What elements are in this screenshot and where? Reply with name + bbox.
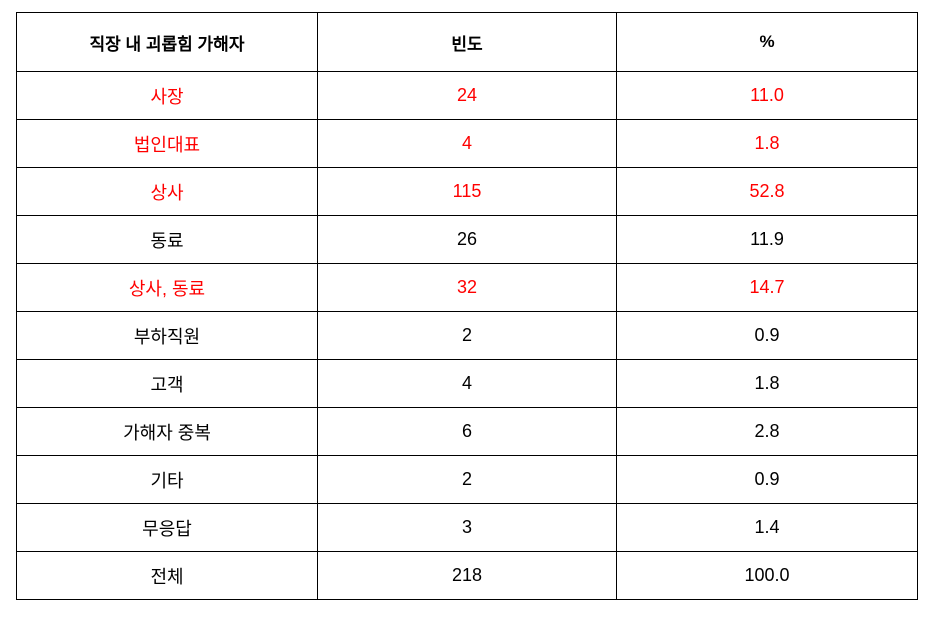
table-cell: 6 [317, 407, 617, 456]
table-cell: 부하직원 [16, 311, 318, 360]
table-cell: 법인대표 [16, 119, 318, 168]
table-row: 전체 218 100.0 [16, 551, 918, 600]
table-row: 고객 4 1.8 [16, 359, 918, 408]
table-cell: 100.0 [616, 551, 918, 600]
table-cell: 동료 [16, 215, 318, 264]
table-cell: 11.0 [616, 71, 918, 120]
table-row: 동료 26 11.9 [16, 215, 918, 264]
table-cell: 3 [317, 503, 617, 552]
table-row: 부하직원 2 0.9 [16, 311, 918, 360]
table-cell: 사장 [16, 71, 318, 120]
table-cell: 2 [317, 311, 617, 360]
table-cell: 24 [317, 71, 617, 120]
table-cell: 4 [317, 359, 617, 408]
table-cell: 2.8 [616, 407, 918, 456]
table-row: 상사, 동료 32 14.7 [16, 263, 918, 312]
header-cell: 빈도 [317, 12, 617, 72]
table-cell: 4 [317, 119, 617, 168]
table-cell: 0.9 [616, 455, 918, 504]
header-row: 직장 내 괴롭힘 가해자 빈도 % [16, 12, 918, 72]
table-cell: 무응답 [16, 503, 318, 552]
table-row: 가해자 중복 6 2.8 [16, 407, 918, 456]
table-cell: 1.8 [616, 359, 918, 408]
table-head: 직장 내 괴롭힘 가해자 빈도 % [16, 12, 918, 72]
table-cell: 115 [317, 167, 617, 216]
table-cell: 고객 [16, 359, 318, 408]
table-body: 사장 24 11.0 법인대표 4 1.8 상사 115 52.8 동료 26 11.9 상사, 동료 3… [16, 71, 918, 600]
table-cell: 1.4 [616, 503, 918, 552]
data-table: 직장 내 괴롭힘 가해자 빈도 % 사장 24 11.0 법인대표 4 1.8 상사 115 5… [16, 12, 918, 600]
table-cell: 가해자 중복 [16, 407, 318, 456]
table-cell: 26 [317, 215, 617, 264]
table-cell: 11.9 [616, 215, 918, 264]
table-cell: 14.7 [616, 263, 918, 312]
table-row: 사장 24 11.0 [16, 71, 918, 120]
header-cell: % [616, 12, 918, 72]
table-cell: 1.8 [616, 119, 918, 168]
table-cell: 전체 [16, 551, 318, 600]
table-row: 무응답 3 1.4 [16, 503, 918, 552]
table-cell: 상사 [16, 167, 318, 216]
table-cell: 32 [317, 263, 617, 312]
table-row: 기타 2 0.9 [16, 455, 918, 504]
table-cell: 상사, 동료 [16, 263, 318, 312]
table-cell: 0.9 [616, 311, 918, 360]
table-cell: 2 [317, 455, 617, 504]
table-cell: 기타 [16, 455, 318, 504]
table-row: 법인대표 4 1.8 [16, 119, 918, 168]
table-row: 상사 115 52.8 [16, 167, 918, 216]
table-cell: 52.8 [616, 167, 918, 216]
table-cell: 218 [317, 551, 617, 600]
header-cell: 직장 내 괴롭힘 가해자 [16, 12, 318, 72]
